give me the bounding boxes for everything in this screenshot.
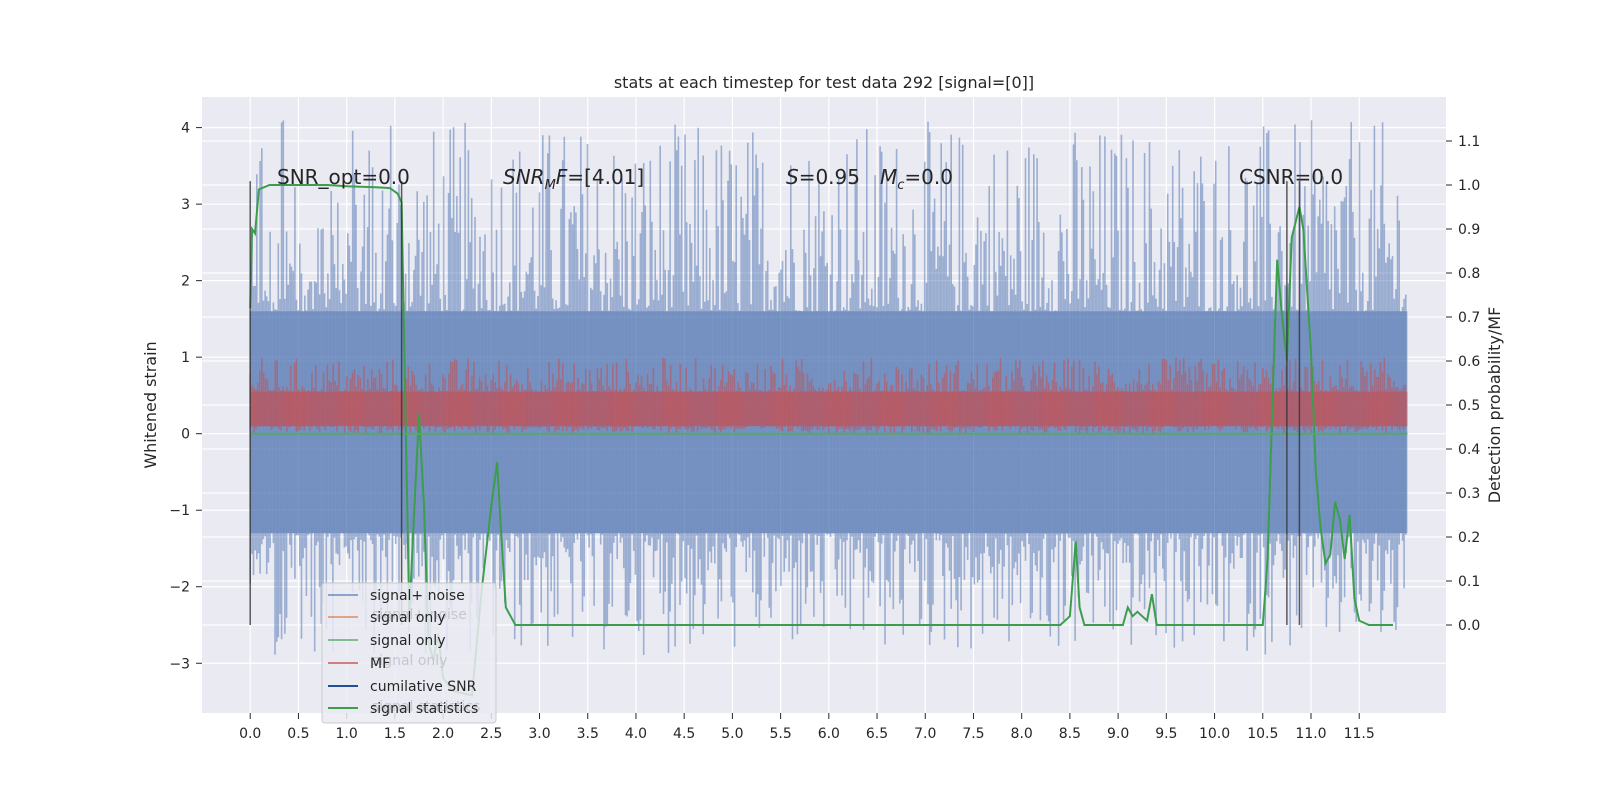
- y2-tick-label-10: 1.0: [1458, 178, 1480, 194]
- series-signal-statistics-0: [249, 184, 1393, 697]
- y2-tick-label-11: 1.1: [1458, 134, 1480, 150]
- x-tick-label-15: 7.5: [962, 726, 984, 742]
- y2-tick-label-2: 0.2: [1458, 530, 1480, 546]
- y2-tick-label-7: 0.7: [1458, 310, 1480, 326]
- x-tick-label-21: 10.5: [1247, 726, 1278, 742]
- annotations: SNR_opt=0.0 SNRMF=[4.01] S=0.95 Mc=0.0 C…: [277, 165, 1343, 193]
- x-tick-label-23: 11.5: [1344, 726, 1375, 742]
- x-tick-label-20: 10.0: [1199, 726, 1230, 742]
- y2-tick-label-3: 0.3: [1458, 486, 1480, 502]
- annotation-snr-opt: SNR_opt=0.0: [277, 165, 410, 189]
- y-axis-ticks: −3 −2 −1 0 1 2 3 4: [169, 121, 202, 672]
- x-tick-label-13: 6.5: [866, 726, 888, 742]
- annotation-mc-value: =0.0: [904, 165, 953, 189]
- legend-frame: [321, 582, 497, 724]
- x-tick-label-16: 8.0: [1011, 726, 1033, 742]
- y-tick-label-1: −2: [169, 580, 190, 596]
- y-tick-label-3: 0: [181, 427, 190, 443]
- annotation-csnr: CSNR=0.0: [1239, 165, 1343, 189]
- annotation-s: S=0.95: [786, 165, 860, 189]
- legend-label-signal-only-a: signal only: [370, 610, 445, 626]
- y-axis-label: Whitened strain: [141, 341, 160, 468]
- y2-tick-label-1: 0.1: [1458, 574, 1480, 590]
- legend-label-signal-statistics: signal statistics: [370, 701, 478, 717]
- x-tick-label-9: 4.5: [673, 726, 695, 742]
- x-tick-label-7: 3.5: [577, 726, 599, 742]
- y2-tick-label-6: 0.6: [1458, 354, 1480, 370]
- x-tick-label-1: 0.5: [287, 726, 309, 742]
- x-tick-label-3: 1.5: [384, 726, 406, 742]
- x-tick-label-22: 11.0: [1295, 726, 1326, 742]
- y2-tick-label-5: 0.5: [1458, 398, 1480, 414]
- x-tick-label-6: 3.0: [528, 726, 550, 742]
- x-tick-label-0: 0.0: [239, 726, 261, 742]
- y2-tick-label-4: 0.4: [1458, 442, 1480, 458]
- annotation-s-value: =0.95: [799, 165, 860, 189]
- y-tick-label-2: −1: [169, 503, 190, 519]
- x-tick-label-5: 2.5: [480, 726, 502, 742]
- x-tick-label-19: 9.5: [1155, 726, 1177, 742]
- annotation-snr-mf: SNRMF=[4.01]: [503, 165, 644, 193]
- y-tick-label-4: 1: [181, 350, 190, 366]
- legend-ghost-3: signal statistics: [372, 699, 480, 715]
- x-axis-ticks: 0.0 0.5 1.0 1.5 2.0 2.5 3.0 3.5 4.0 4.5 5.0 5.5 6.0 6…: [239, 713, 1375, 742]
- legend-ghost-1: signal+ noise: [372, 607, 467, 623]
- y-tick-label-0: −3: [169, 656, 190, 672]
- legend-label-signal-only-b: signal only: [370, 633, 445, 649]
- x-tick-label-8: 4.0: [625, 726, 647, 742]
- y2-axis-ticks: 0.0 0.1 0.2 0.3 0.4 0.5 0.6 0.7 0.8 0.9 1.0 1.1: [1446, 134, 1480, 634]
- series-layer: [249, 184, 1408, 697]
- legend-label-signal-noise: signal+ noise: [370, 588, 465, 604]
- legend: signal+ noise signal only signal statist…: [321, 582, 497, 724]
- y-tick-label-7: 4: [181, 121, 190, 137]
- x-tick-label-17: 8.5: [1059, 726, 1081, 742]
- annotation-mc: Mc=0.0: [880, 165, 953, 193]
- x-tick-label-4: 2.0: [432, 726, 454, 742]
- y-tick-label-5: 2: [181, 274, 190, 290]
- x-tick-label-12: 6.0: [818, 726, 840, 742]
- x-tick-label-18: 9.0: [1107, 726, 1129, 742]
- legend-label-cumulative-snr: cumilative SNR: [370, 679, 477, 695]
- y2-tick-label-9: 0.9: [1458, 222, 1480, 238]
- x-tick-label-14: 7.0: [914, 726, 936, 742]
- y2-tick-label-8: 0.8: [1458, 266, 1480, 282]
- y2-tick-label-0: 0.0: [1458, 618, 1480, 634]
- y-tick-label-6: 3: [181, 197, 190, 213]
- legend-ghost-2: signal only: [372, 653, 447, 669]
- x-tick-label-2: 1.0: [336, 726, 358, 742]
- y2-axis-label: Detection probability/MF: [1485, 307, 1504, 504]
- x-tick-label-10: 5.0: [721, 726, 743, 742]
- annotation-snr-mf-value: =[4.01]: [567, 165, 644, 189]
- chart-title: stats at each timestep for test data 292…: [614, 73, 1034, 92]
- x-tick-label-11: 5.5: [769, 726, 791, 742]
- vertical-markers: [249, 181, 1301, 625]
- signal-bands: [249, 120, 1408, 655]
- legend-label-mf: MF: [370, 656, 390, 672]
